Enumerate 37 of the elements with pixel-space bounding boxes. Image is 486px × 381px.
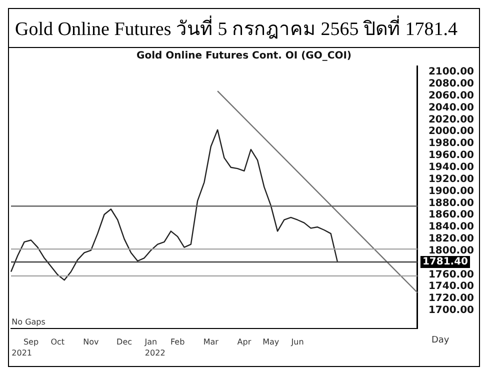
y-tick-label: 2060.00 [428, 90, 474, 102]
x-tick-label: Jan [144, 337, 158, 346]
x-tick-label: Sep [23, 337, 39, 346]
y-tick-label: 1800.00 [428, 245, 474, 256]
text: Day [431, 335, 450, 346]
y-tick-label: 1740.00 [428, 281, 474, 292]
x-tick-label: Jun [290, 337, 304, 346]
y-tick-label: 2040.00 [428, 102, 474, 114]
x-tick-label: Dec [116, 337, 132, 346]
chart-subtitle: Gold Online Futures Cont. OI (GO_COI) [136, 50, 352, 62]
y-tick-label: 1880.00 [428, 198, 474, 209]
y-tick-label: 1960.00 [428, 150, 474, 162]
y-tick-label: 1860.00 [428, 210, 474, 221]
annotation: No Gaps [12, 317, 46, 326]
y-tick-label: 1700.00 [428, 305, 474, 316]
x-tick-label: Mar [203, 337, 220, 346]
x-tick-label: May [262, 337, 280, 346]
y-tick-label: 2000.00 [428, 126, 474, 138]
y-tick-label: 1840.00 [428, 222, 474, 233]
y-tick-label: 2100.00 [428, 66, 474, 78]
text: 2021 [12, 348, 32, 358]
x-tick-label: Apr [237, 337, 252, 346]
y-tick-label: 1820.00 [428, 234, 474, 245]
x-tick-label: Oct [50, 337, 65, 346]
y-tick-label: 1900.00 [428, 186, 474, 197]
y-tick-label: 1760.00 [428, 269, 474, 280]
y-tick-label: 1980.00 [428, 138, 474, 150]
x-tick-label: Feb [170, 337, 185, 346]
ref-line-label: 1781.40 [422, 256, 468, 268]
y-tick-label: 1720.00 [428, 293, 474, 304]
y-tick-label: 1940.00 [428, 162, 474, 173]
text: 2022 [144, 348, 166, 358]
y-tick-label: 1920.00 [428, 174, 474, 185]
y-tick-label: 2020.00 [428, 114, 474, 126]
x-tick-label: Nov [83, 337, 100, 346]
y-tick-label: 2080.00 [428, 78, 474, 90]
chart-title: Gold Online Futures วันที่ 5 กรกฎาคม 2565 ปิดที่ 1781.4 [9, 9, 479, 48]
